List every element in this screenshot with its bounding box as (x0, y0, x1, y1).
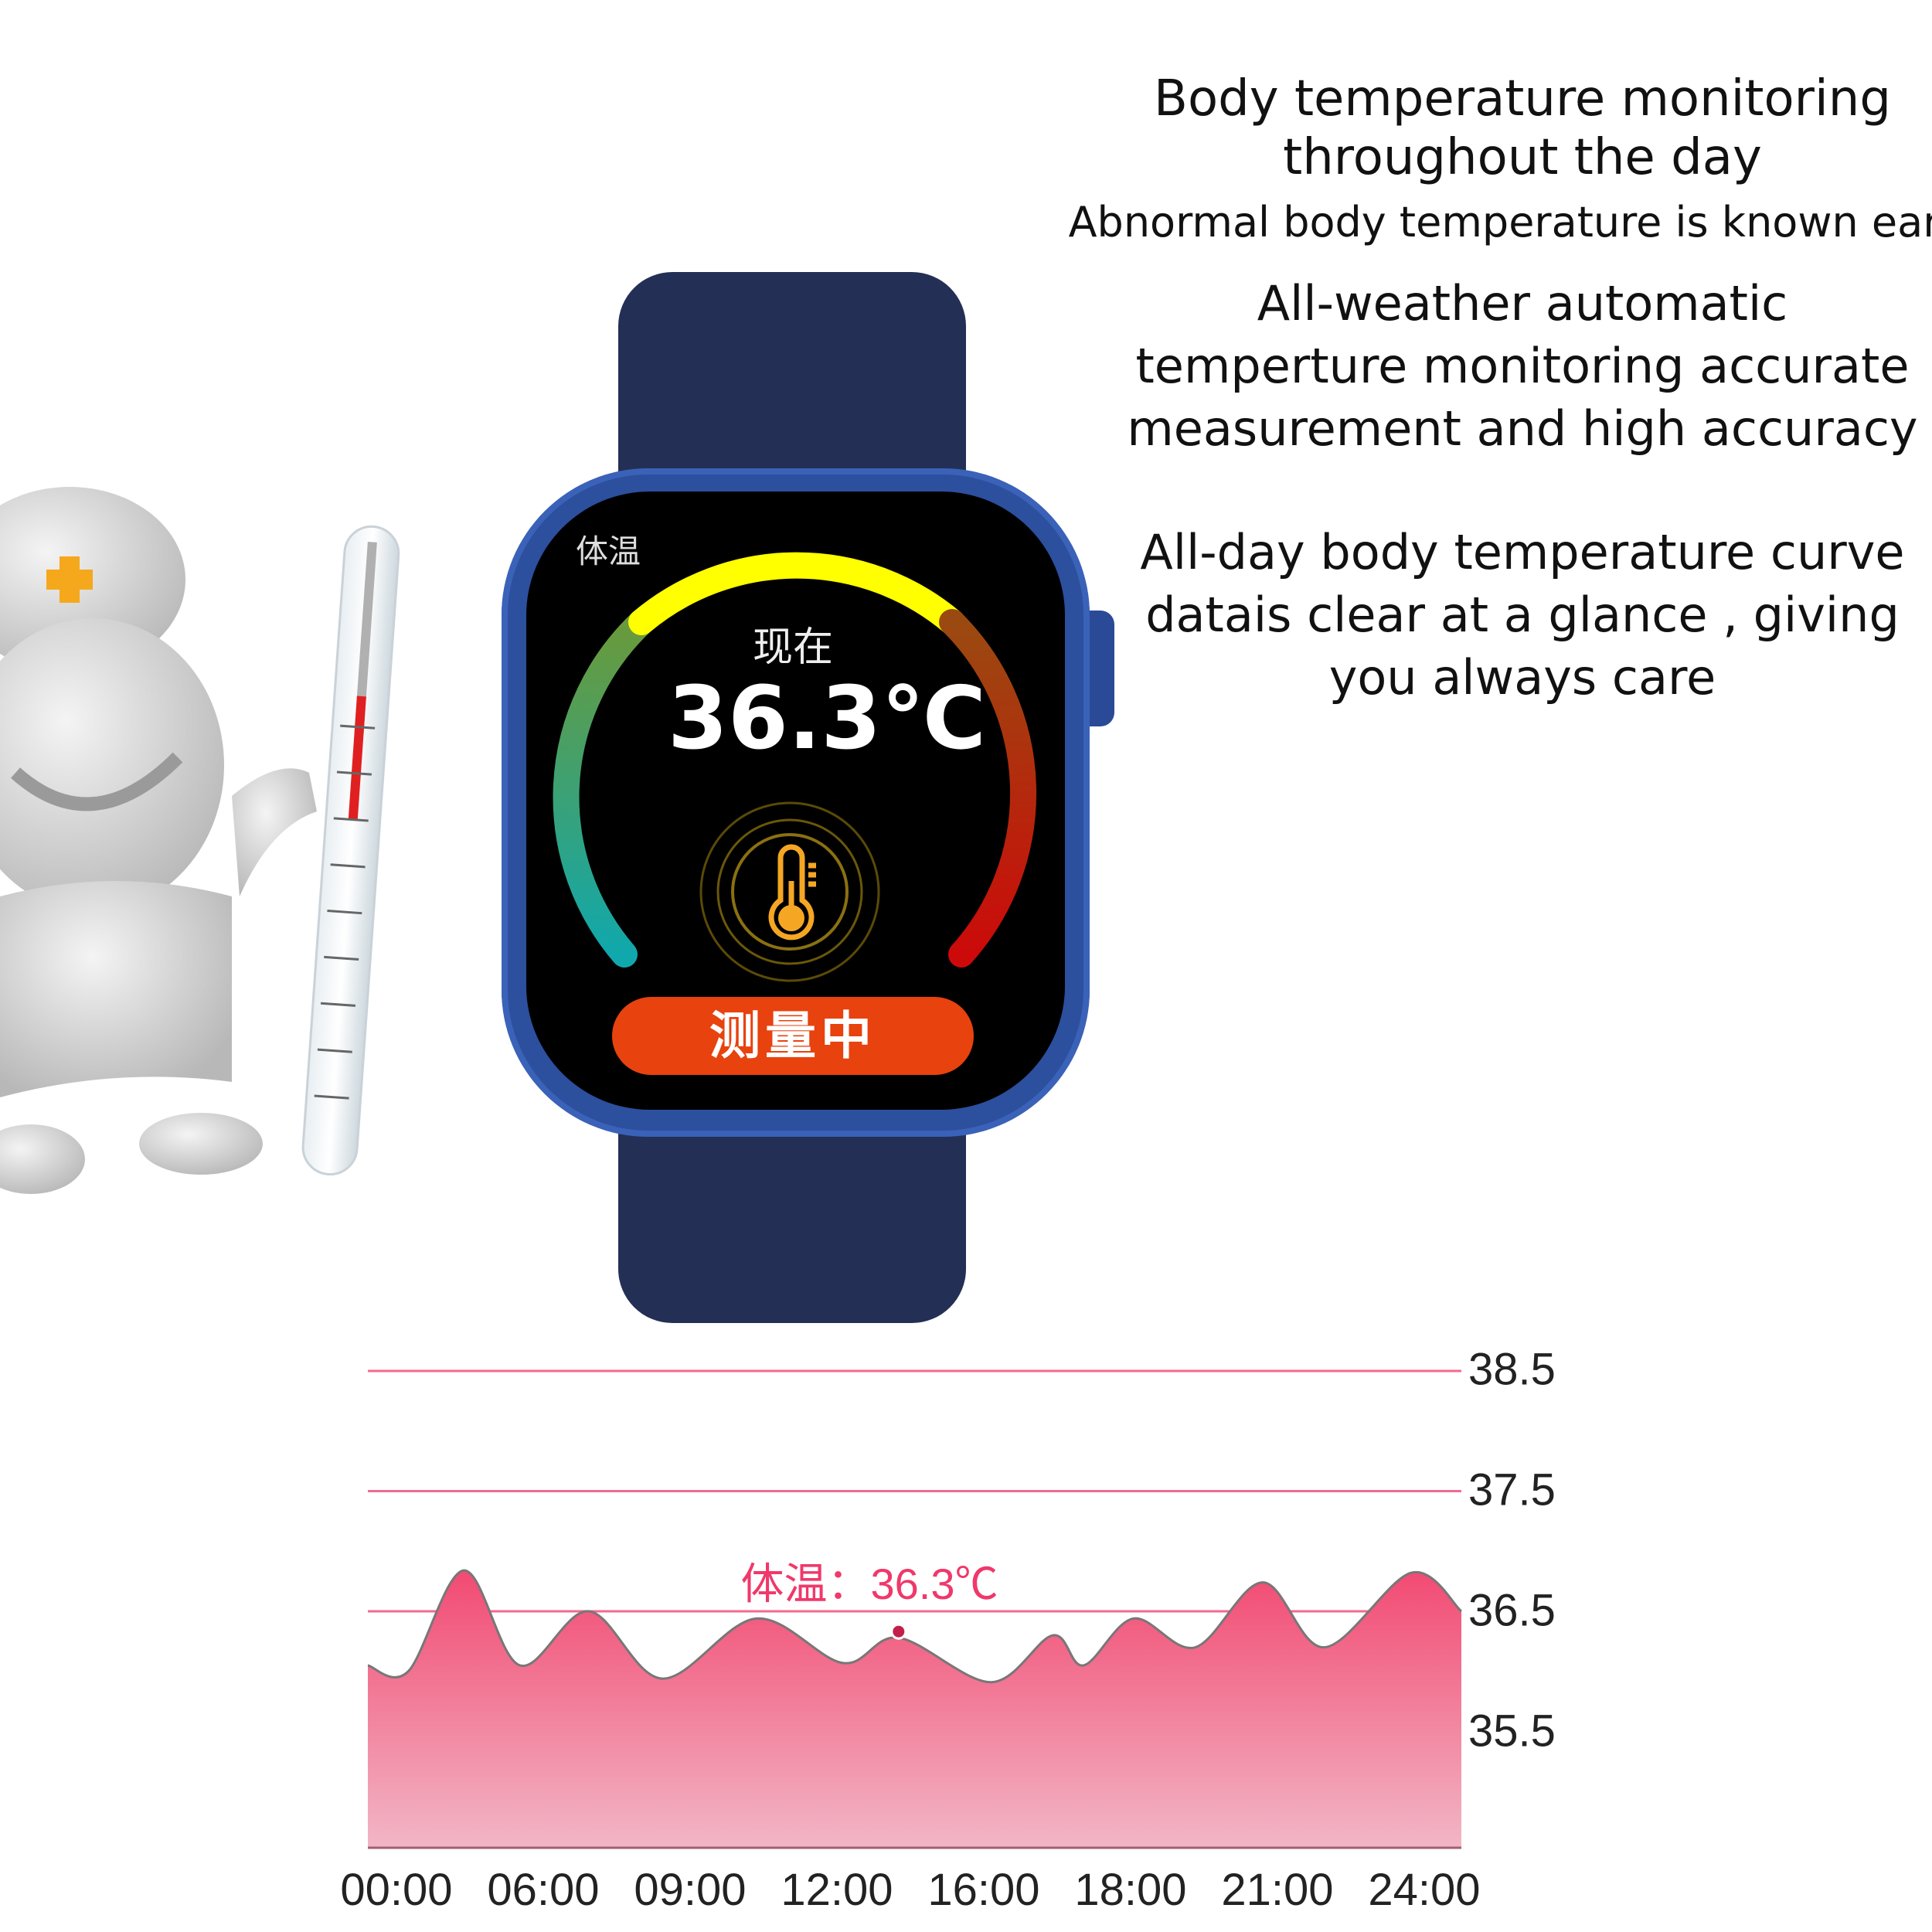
x-tick-label: 18:00 (1074, 1865, 1187, 1915)
measuring-status-button[interactable]: 测量中 (612, 997, 974, 1075)
feature2-line-2: datais clear at a glance , giving (1145, 587, 1900, 643)
x-tick-label: 24:00 (1368, 1865, 1481, 1915)
feature1-line-3: measurement and high accuracy (1127, 400, 1918, 457)
thermometer-icon (768, 844, 816, 940)
y-tick-label: 35.5 (1468, 1706, 1556, 1757)
y-tick-label: 38.5 (1468, 1344, 1556, 1395)
x-tick-label: 00:00 (340, 1865, 453, 1915)
temperature-line (367, 1569, 1463, 1684)
feature2-line-3: you always care (1328, 649, 1716, 706)
gauge-arc-hot (939, 609, 1037, 968)
x-tick-label: 12:00 (781, 1865, 893, 1915)
gauge-arc-normal (628, 552, 965, 635)
screen-title: 体温 (576, 532, 641, 570)
temperature-area (368, 1570, 1461, 1848)
current-temperature: 36.3℃ (668, 668, 986, 769)
y-tick-label: 37.5 (1468, 1464, 1556, 1515)
highlight-point (890, 1623, 907, 1640)
headline-line-2: throughout the day (1283, 129, 1762, 186)
headline-line-1: Body temperature monitoring (1154, 70, 1891, 128)
feature1-line-2: temperture monitoring accurate (1135, 338, 1910, 394)
nurse-mascot-illustration (0, 487, 400, 1194)
watch-band-top (618, 272, 966, 504)
chart-annotation: 体温：36.3℃ (740, 1560, 998, 1608)
feature1-line-1: All-weather automatic (1257, 275, 1788, 332)
x-tick-label: 16:00 (927, 1865, 1040, 1915)
now-label: 现在 (752, 624, 833, 671)
gauge-arc-cool (553, 609, 655, 968)
x-tick-label: 21:00 (1221, 1865, 1334, 1915)
x-tick-label: 09:00 (634, 1865, 747, 1915)
y-tick-label: 36.5 (1468, 1585, 1556, 1636)
x-tick-label: 06:00 (487, 1865, 600, 1915)
feature2-line-1: All-day body temperature curve (1140, 524, 1905, 580)
headline-subtitle: Abnormal body temperature is known early (1068, 198, 1932, 247)
